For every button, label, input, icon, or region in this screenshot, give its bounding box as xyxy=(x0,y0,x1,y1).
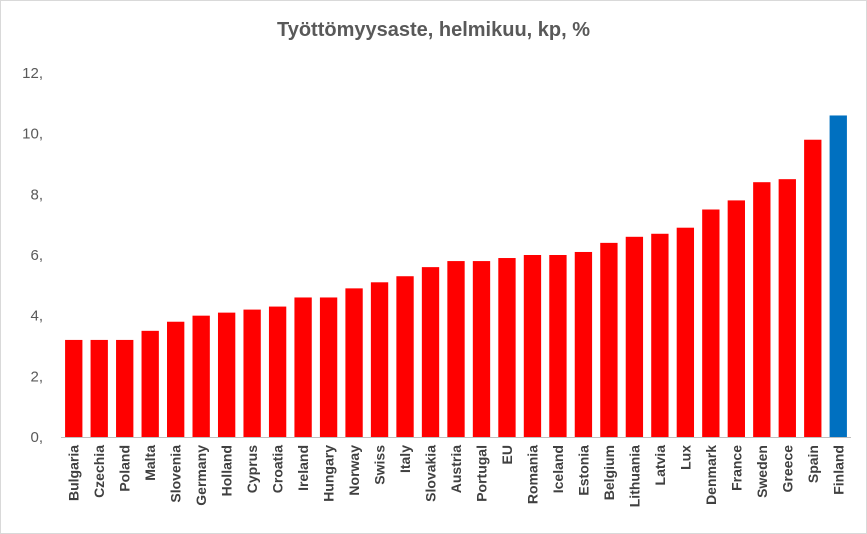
x-tick-label: Greece xyxy=(779,445,795,493)
x-tick-label: Germany xyxy=(193,445,209,506)
bar-denmark xyxy=(702,209,720,437)
bar-malta xyxy=(141,330,159,437)
x-tick-label: Slovakia xyxy=(423,445,439,502)
bar-cyprus xyxy=(243,309,261,437)
bar-sweden xyxy=(753,182,771,437)
bar-ireland xyxy=(294,297,312,437)
bar-romania xyxy=(523,255,542,437)
y-tick-label: 4, xyxy=(30,308,43,325)
bar-holland xyxy=(217,312,236,437)
bars xyxy=(65,115,847,438)
x-tick-label: Lux xyxy=(677,445,693,470)
x-tick-label: Italy xyxy=(397,445,413,473)
bar-finland xyxy=(829,115,847,437)
x-tick-label: Slovenia xyxy=(168,445,184,503)
x-tick-label: EU xyxy=(499,445,515,464)
bar-czechia xyxy=(90,339,108,437)
bar-greece xyxy=(778,179,796,438)
y-axis-ticks: 0, 2, 4, 6, 8, 10, 12, xyxy=(22,65,43,446)
bar-poland xyxy=(116,339,134,437)
bar-latvia xyxy=(651,233,669,437)
x-tick-label: Romania xyxy=(524,445,540,504)
bar-eu xyxy=(498,258,516,437)
x-tick-label: Bulgaria xyxy=(66,445,82,501)
x-tick-label: Malta xyxy=(142,445,158,481)
x-tick-label: Croatia xyxy=(270,445,286,493)
x-tick-label: Estonia xyxy=(575,445,591,496)
bar-austria xyxy=(447,261,465,437)
x-tick-label: Portugal xyxy=(473,445,489,502)
x-tick-label: Hungary xyxy=(321,445,337,502)
y-tick-label: 0, xyxy=(30,429,43,446)
x-tick-label: Denmark xyxy=(703,445,719,505)
x-tick-label: Belgium xyxy=(601,445,617,500)
x-tick-label: Cyprus xyxy=(244,445,260,493)
x-tick-label: Latvia xyxy=(652,445,668,486)
x-tick-label: Iceland xyxy=(550,445,566,493)
bar-slovakia xyxy=(421,267,440,437)
x-tick-label: Lithuania xyxy=(626,445,642,507)
y-tick-label: 10, xyxy=(22,126,43,143)
x-axis-ticks: Bulgaria Czechia Poland Malta Slovenia German… xyxy=(66,445,847,507)
x-tick-label: Spain xyxy=(805,445,821,483)
x-tick-label: France xyxy=(728,445,744,491)
y-tick-label: 12, xyxy=(22,65,43,82)
x-tick-label: Finland xyxy=(830,445,846,495)
x-tick-label: Swiss xyxy=(372,445,388,485)
bar-belgium xyxy=(600,242,618,437)
bar-spain xyxy=(804,139,822,438)
x-tick-label: Norway xyxy=(346,445,362,496)
chart-title: Työttömyysaste, helmikuu, kp, % xyxy=(276,19,591,41)
bar-norway xyxy=(345,288,363,437)
bar-slovenia xyxy=(167,321,185,437)
bar-swiss xyxy=(370,282,389,437)
x-tick-label: Czechia xyxy=(91,445,107,498)
y-tick-label: 2, xyxy=(30,368,43,385)
bar-estonia xyxy=(574,251,593,437)
bar-italy xyxy=(396,276,414,437)
bar-hungary xyxy=(319,297,338,437)
x-tick-label: Poland xyxy=(117,445,133,492)
bar-lux xyxy=(676,227,695,437)
bar-portugal xyxy=(472,261,491,437)
y-tick-label: 6, xyxy=(30,247,43,264)
y-tick-label: 8, xyxy=(30,186,43,203)
bar-france xyxy=(727,200,745,437)
x-tick-label: Ireland xyxy=(295,445,311,491)
x-tick-label: Sweden xyxy=(754,445,770,498)
bar-lithuania xyxy=(625,236,644,437)
bar-croatia xyxy=(268,306,287,437)
bar-iceland xyxy=(549,255,567,437)
x-tick-label: Holland xyxy=(219,445,235,496)
x-tick-label: Austria xyxy=(448,445,464,493)
bar-germany xyxy=(192,315,210,437)
bar-bulgaria xyxy=(65,339,83,437)
